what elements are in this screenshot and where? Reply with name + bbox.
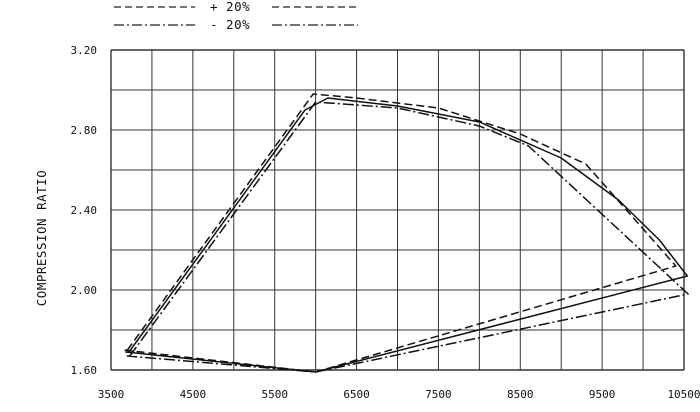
y-tick-labels: 1.60 2.00 2.40 2.80 3.20 xyxy=(71,44,98,377)
x-tick-label-1: 4500 xyxy=(180,388,207,401)
y-tick-label-4: 3.20 xyxy=(71,44,98,57)
legend: + 20% - 20% xyxy=(114,0,358,32)
series-lines xyxy=(122,93,689,373)
x-tick-label-0: 3500 xyxy=(98,388,125,401)
series-line-dash-dot xyxy=(126,101,689,373)
series-line-solid xyxy=(124,97,689,373)
x-tick-labels: 3500 4500 5500 6500 7500 8500 9500 10500 xyxy=(98,388,700,401)
x-tick-label-4: 7500 xyxy=(425,388,452,401)
y-tick-label-3: 2.80 xyxy=(71,124,98,137)
x-tick-label-7: 10500 xyxy=(667,388,700,401)
legend-label-minus-20: - 20% xyxy=(210,17,250,32)
grid xyxy=(110,49,685,371)
y-tick-label-2: 2.40 xyxy=(71,204,98,217)
x-tick-label-6: 9500 xyxy=(589,388,616,401)
x-tick-label-5: 8500 xyxy=(507,388,534,401)
series-line-dashed xyxy=(122,93,677,373)
x-tick-label-2: 5500 xyxy=(261,388,288,401)
y-axis-label: COMPRESSION RATIO xyxy=(34,170,49,306)
y-tick-label-1: 2.00 xyxy=(71,284,98,297)
y-tick-label-0: 1.60 xyxy=(71,364,98,377)
legend-label-plus-20: + 20% xyxy=(210,0,250,14)
x-tick-label-3: 6500 xyxy=(343,388,370,401)
